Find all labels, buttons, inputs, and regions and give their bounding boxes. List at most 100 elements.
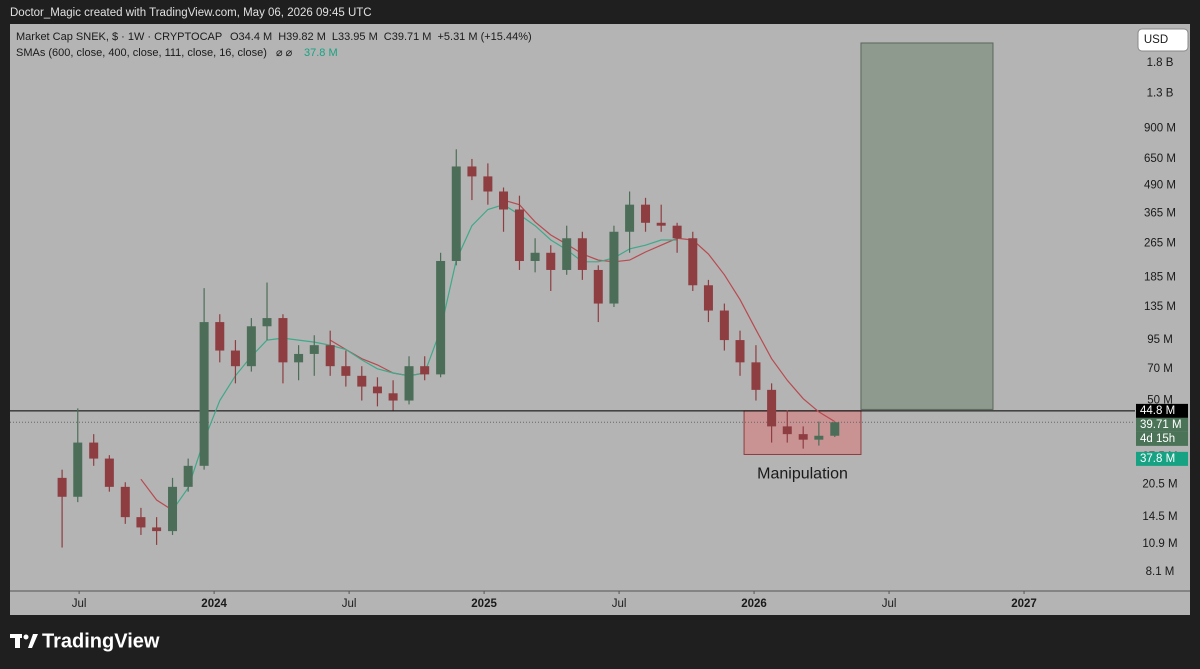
- candle-body: [609, 231, 619, 304]
- ohlc-item: H39.82 M: [278, 31, 326, 43]
- candle-body: [814, 435, 824, 440]
- candle-body: [514, 209, 524, 261]
- indicator-value: 37.8 M: [304, 47, 338, 59]
- last-price-badge: [1136, 417, 1188, 432]
- y-tick-label: 95 M: [1147, 334, 1173, 346]
- y-tick-label: 650 M: [1144, 153, 1176, 165]
- zone-box: [743, 410, 862, 455]
- ohlc-values: O34.4 M H39.82 M L33.95 M C39.71 M +5.31 M (…: [230, 31, 532, 43]
- candle-body: [641, 204, 651, 223]
- ohlc-item: +5.31 M (+15.44%): [437, 31, 531, 43]
- ohlc-item: O34.4 M: [230, 31, 272, 43]
- countdown-badge-label: 4d 15h: [1140, 433, 1175, 445]
- candle-body: [278, 318, 288, 363]
- candle-body: [309, 345, 319, 354]
- candle-body: [262, 318, 272, 327]
- ohlc-item: C39.71 M: [384, 31, 432, 43]
- y-tick-label: 365 M: [1144, 207, 1176, 219]
- brand: TradingView: [42, 630, 160, 652]
- candle-body: [404, 366, 414, 401]
- candle-body: [294, 353, 304, 363]
- candle-body: [168, 486, 178, 532]
- candle-body: [57, 477, 67, 497]
- zone-label: Manipulation: [757, 466, 848, 483]
- y-tick-label: 10.9 M: [1142, 538, 1177, 550]
- y-tick-label: 490 M: [1144, 180, 1176, 192]
- y-tick-label: 1.8 B: [1147, 57, 1174, 69]
- candle-body: [672, 225, 682, 239]
- y-tick-label: 70 M: [1147, 363, 1173, 375]
- candle-body: [735, 340, 745, 363]
- candle-body: [89, 442, 99, 459]
- candle-body: [372, 386, 382, 394]
- x-tick-label: Jul: [612, 598, 627, 610]
- candle-body: [530, 252, 540, 261]
- y-tick-label: 1.3 B: [1147, 88, 1174, 100]
- y-tick-label: 265 M: [1144, 237, 1176, 249]
- currency-label[interactable]: USD: [1144, 34, 1168, 46]
- last-price-badge-label: 39.71 M: [1140, 419, 1182, 431]
- candle-body: [230, 350, 240, 367]
- candle-body: [246, 326, 256, 367]
- currency-button[interactable]: [1137, 28, 1189, 52]
- candle-body: [341, 366, 351, 376]
- candle-body: [199, 322, 209, 466]
- y-tick-label: 900 M: [1144, 122, 1176, 134]
- candle-body: [483, 176, 493, 192]
- x-tick-label: Jul: [882, 598, 897, 610]
- plot: 1.8 B 1.3 B 900 M 650 M 490 M 365 M 265 M 185 M…: [10, 42, 1188, 610]
- credit: Doctor_Magic created with TradingView.co…: [10, 7, 372, 19]
- candle-body: [703, 285, 713, 311]
- candle-body: [719, 310, 729, 341]
- candle-body: [577, 238, 587, 270]
- candle-body: [546, 252, 556, 270]
- candle-body: [451, 166, 461, 261]
- candle-body: [767, 389, 777, 427]
- candle-body: [782, 426, 792, 435]
- x-tick-label: 2025: [471, 598, 497, 610]
- candle-body: [357, 375, 367, 387]
- ohlc-item: L33.95 M: [332, 31, 378, 43]
- candle-body: [798, 434, 808, 440]
- symbol: Market Cap SNEK, $ · 1W · CRYPTOCAP: [16, 31, 222, 43]
- candle-body: [325, 345, 335, 367]
- countdown-badge: [1136, 431, 1188, 446]
- candle-body: [104, 458, 114, 487]
- candle-body: [215, 322, 225, 351]
- y-tick-label: 135 M: [1144, 301, 1176, 313]
- candle-body: [467, 166, 477, 177]
- brand-logo: [10, 634, 38, 648]
- candle-body: [830, 422, 840, 436]
- candle-body: [656, 222, 666, 226]
- candle-body: [73, 442, 83, 497]
- zone-box: [860, 42, 994, 410]
- indicator: SMAs (600, close, 400, close, 111, close…: [16, 47, 267, 59]
- candle-body: [751, 362, 761, 390]
- x-tick-label: 2024: [201, 598, 227, 610]
- candle-body: [625, 204, 635, 232]
- y-tick-label: 20.5 M: [1142, 479, 1177, 491]
- candle-body: [436, 260, 446, 375]
- candle-body: [688, 238, 698, 286]
- candle-body: [152, 527, 162, 532]
- chart-area: [10, 24, 1190, 615]
- x-tick-label: Jul: [72, 598, 87, 610]
- candle-body: [499, 191, 509, 210]
- candle-body: [120, 486, 130, 518]
- hline-badge-label: 44.8 M: [1140, 405, 1175, 417]
- hline-badge: [1136, 403, 1188, 418]
- y-tick-label: 14.5 M: [1142, 511, 1177, 523]
- x-tick-label: Jul: [342, 598, 357, 610]
- sma-badge: [1136, 451, 1188, 466]
- candle-body: [388, 393, 398, 401]
- sma-badge-label: 37.8 M: [1140, 453, 1175, 465]
- x-tick-label: 2027: [1011, 598, 1037, 610]
- candle-body: [136, 517, 146, 528]
- y-tick-label: 50 M: [1147, 395, 1173, 407]
- candle-body: [593, 269, 603, 304]
- candle-body: [562, 238, 572, 270]
- candle-body: [420, 366, 430, 375]
- y-tick-label: 185 M: [1144, 271, 1176, 283]
- overlay: USD Market Cap SNEK, $ · 1W · CRYPTOCAP …: [10, 28, 1189, 652]
